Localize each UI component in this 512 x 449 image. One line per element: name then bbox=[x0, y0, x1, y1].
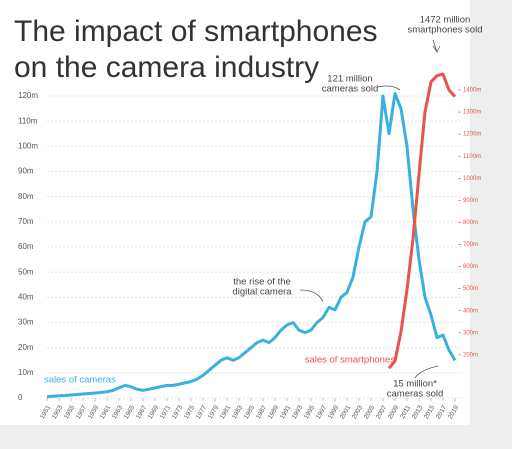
series-label: sales of cameras bbox=[44, 375, 116, 386]
series-line bbox=[387, 72, 457, 370]
annotation: digital camera bbox=[232, 287, 292, 298]
series-label: sales of smartphones bbox=[305, 355, 396, 366]
y-tick-label: 0 bbox=[18, 393, 23, 402]
y2-tick-label: 800m bbox=[463, 220, 478, 226]
y2-tick-label: 500m bbox=[463, 286, 478, 292]
annotation: smartphones sold bbox=[408, 25, 483, 36]
chart-background bbox=[0, 0, 470, 425]
y-tick-label: 110m bbox=[18, 116, 38, 125]
y2-tick-label: 1200m bbox=[463, 132, 481, 138]
y2-tick-label: 1400m bbox=[463, 88, 481, 94]
y-tick-label: 60m bbox=[18, 242, 34, 251]
y2-tick-label: 300m bbox=[463, 330, 478, 336]
annotation: 121 million bbox=[327, 74, 372, 85]
y2-tick-label: 1300m bbox=[463, 110, 481, 116]
y-tick-label: 100m bbox=[18, 141, 38, 150]
y-tick-label: 120m bbox=[18, 91, 38, 100]
annotation-arrow bbox=[377, 85, 401, 91]
annotation: the rise of the bbox=[233, 277, 291, 288]
y2-tick-label: 200m bbox=[463, 352, 478, 358]
y2-tick-label: 1000m bbox=[463, 176, 481, 182]
y2-tick-label: 600m bbox=[463, 264, 478, 270]
annotation: cameras sold bbox=[387, 389, 444, 400]
y-tick-label: 70m bbox=[18, 217, 34, 226]
annotation-arrow bbox=[414, 365, 439, 379]
y2-tick-label: 1100m bbox=[463, 154, 481, 160]
y-tick-label: 80m bbox=[18, 192, 34, 201]
y-tick-label: 30m bbox=[18, 318, 34, 327]
y-tick-label: 10m bbox=[18, 368, 34, 377]
y2-tick-label: 400m bbox=[463, 308, 478, 314]
y-tick-label: 40m bbox=[18, 292, 34, 301]
chart-title: The impact of smartphones on the camera … bbox=[14, 15, 378, 84]
annotation: cameras sold bbox=[322, 84, 379, 95]
annotation-arrow bbox=[299, 289, 324, 303]
y-tick-label: 90m bbox=[18, 167, 34, 176]
series-line bbox=[46, 92, 457, 399]
y-tick-label: 50m bbox=[18, 267, 34, 276]
y2-tick-label: 700m bbox=[463, 242, 478, 248]
annotation-arrow bbox=[432, 39, 441, 53]
annotation: 15 million* bbox=[393, 379, 437, 390]
y2-tick-label: 900m bbox=[463, 198, 478, 204]
annotation: 1472 million bbox=[420, 15, 471, 26]
y-tick-label: 20m bbox=[18, 343, 34, 352]
